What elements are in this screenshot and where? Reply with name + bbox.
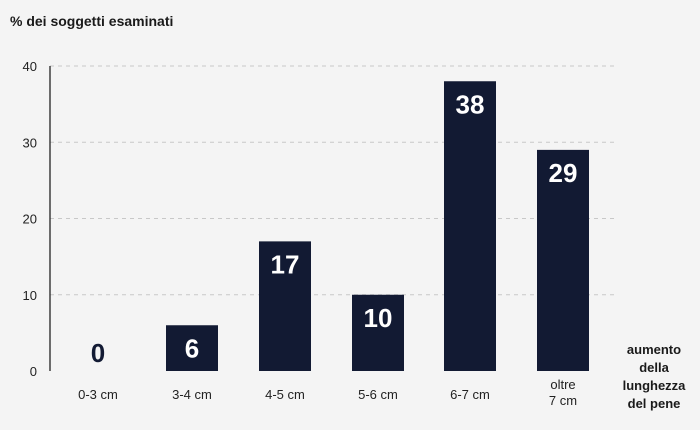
category-label: 4-5 cm bbox=[265, 387, 305, 402]
category-label: 3-4 cm bbox=[172, 387, 212, 402]
bar-value-label: 0 bbox=[91, 338, 105, 368]
category-label: oltre 7 cm bbox=[549, 377, 577, 408]
bar-value-label: 38 bbox=[456, 89, 485, 119]
y-tick-label: 10 bbox=[23, 288, 37, 303]
x-axis-title-text: aumento della lunghezza del pene bbox=[623, 342, 687, 411]
bar bbox=[352, 294, 404, 371]
y-tick-labels: 0 10 20 30 40 bbox=[23, 59, 37, 379]
category-label: 0-3 cm bbox=[78, 387, 118, 402]
bar bbox=[259, 241, 311, 371]
bar-value-label: 6 bbox=[185, 333, 199, 363]
bar bbox=[166, 325, 218, 371]
category-label: 5-6 cm bbox=[358, 387, 398, 402]
x-axis-title: aumento della lunghezza del pene bbox=[623, 342, 687, 411]
bar bbox=[537, 149, 589, 371]
y-tick-label: 30 bbox=[23, 135, 37, 150]
bar-value-label: 17 bbox=[271, 249, 300, 279]
y-tick-label: 40 bbox=[23, 59, 37, 74]
y-tick-label: 0 bbox=[30, 364, 37, 379]
y-axis-title: % dei soggetti esaminati bbox=[10, 13, 173, 29]
y-tick-label: 20 bbox=[23, 212, 37, 227]
gridlines bbox=[50, 65, 618, 296]
bar-value-label: 29 bbox=[549, 158, 578, 188]
category-labels: 0-3 cm 3-4 cm 4-5 cm 5-6 cm 6-7 cm oltre 7 cm bbox=[78, 377, 577, 408]
category-label: 6-7 cm bbox=[450, 387, 490, 402]
bar bbox=[444, 81, 496, 371]
bars: 0 6 17 10 38 29 bbox=[91, 81, 589, 371]
bar-value-label: 10 bbox=[364, 303, 393, 333]
